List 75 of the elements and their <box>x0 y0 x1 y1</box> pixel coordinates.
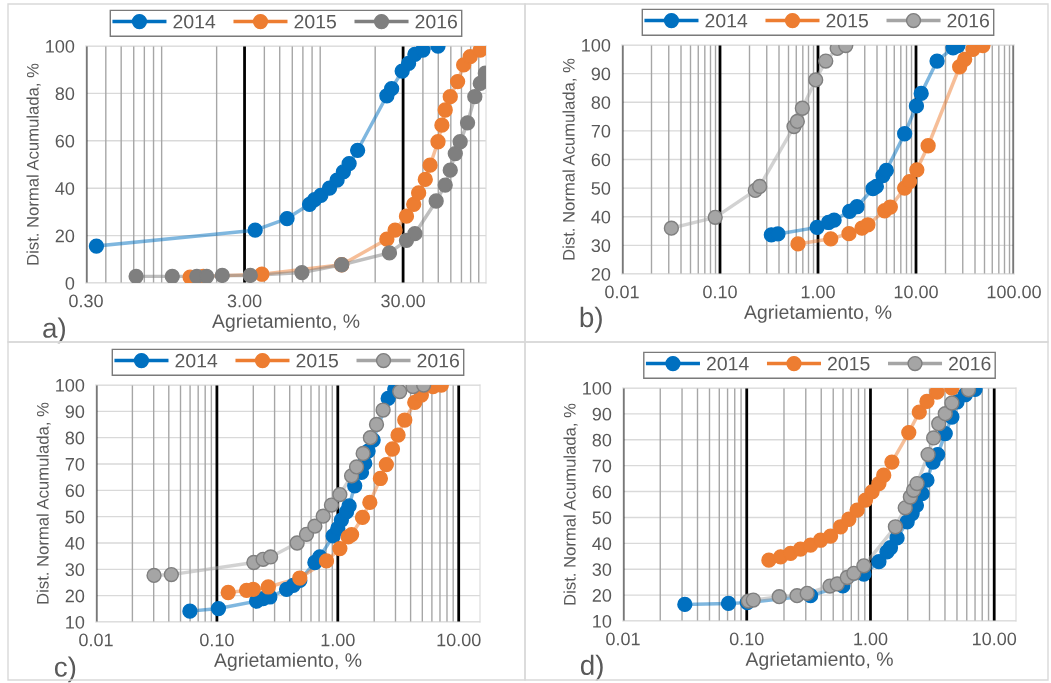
y-tick-label: 30 <box>65 563 85 577</box>
x-tick-label: 0.30 <box>69 294 103 308</box>
text: c) <box>54 656 76 683</box>
text: b) <box>580 306 602 333</box>
legend-label: 2016 <box>949 356 991 371</box>
y-axis-title: Dist. Normal Acumulada, % <box>26 63 41 265</box>
y-axis-title: Dist. Normal Acumulada, % <box>562 58 577 260</box>
y-tick-label: 40 <box>55 182 75 195</box>
legend-label: 2015 <box>294 14 336 29</box>
x-tick-label: 10.00 <box>894 285 938 299</box>
legend-label: 2015 <box>828 356 870 371</box>
y-tick-label: 40 <box>591 210 611 224</box>
y-tick-label: 20 <box>591 267 611 281</box>
y-tick-label: 20 <box>65 589 85 603</box>
y-tick-label: 30 <box>592 563 612 576</box>
y-tick-label: 30 <box>591 239 611 253</box>
y-tick-label: 50 <box>592 511 612 525</box>
y-tick-label: 90 <box>591 67 611 81</box>
x-tick-label: 10.00 <box>437 633 481 647</box>
y-tick-label: 100 <box>46 39 75 53</box>
y-tick-label: 20 <box>592 589 612 602</box>
y-tick-label: 50 <box>65 510 85 524</box>
y-tick-label: 60 <box>55 134 75 148</box>
legend-label: 2014 <box>706 356 749 371</box>
y-tick-label: 60 <box>592 485 612 499</box>
legend-label: 2014 <box>175 353 218 368</box>
text: d) <box>580 654 603 681</box>
y-tick-label: 80 <box>55 87 75 101</box>
y-tick-label: 70 <box>65 457 85 471</box>
x-tick-label: 1.00 <box>854 632 888 646</box>
legend-label: 2014 <box>705 13 748 28</box>
x-tick-label: 100.00 <box>987 285 1041 299</box>
x-tick-label: 0.10 <box>200 633 234 647</box>
y-tick-label: 50 <box>591 182 611 195</box>
text: a) <box>43 317 65 344</box>
x-tick-label: 0.10 <box>703 285 737 299</box>
y-axis-title: Dist. Normal Acumulada, % <box>36 402 51 604</box>
x-axis-title: Agrietamiento, % <box>212 313 360 332</box>
x-tick-label: 30.00 <box>381 294 425 308</box>
y-tick-label: 100 <box>583 381 612 395</box>
legend-label: 2016 <box>417 353 459 368</box>
y-tick-label: 90 <box>65 405 85 419</box>
legend-label: 2016 <box>947 13 989 28</box>
legend-label: 2015 <box>296 353 338 368</box>
y-tick-label: 20 <box>55 229 75 243</box>
y-tick-label: 100 <box>56 378 85 392</box>
y-tick-label: 80 <box>591 96 611 109</box>
legend-label: 2014 <box>173 14 216 29</box>
y-tick-label: 10 <box>593 614 612 628</box>
y-tick-label: 70 <box>592 459 612 473</box>
y-tick-label: 70 <box>591 124 611 138</box>
y-tick-label: 60 <box>591 153 611 167</box>
y-axis-title: Dist. Normal Acumulada, % <box>563 403 578 605</box>
legend-label: 2015 <box>826 13 868 28</box>
y-tick-label: 90 <box>592 407 612 421</box>
x-axis-title: Agrietamiento, % <box>214 652 362 671</box>
y-tick-label: 60 <box>65 484 85 498</box>
y-tick-label: 80 <box>65 431 85 445</box>
x-axis-title: Agrietamiento, % <box>745 651 893 670</box>
x-tick-label: 1.00 <box>801 285 835 299</box>
x-tick-label: 10.00 <box>973 632 1017 646</box>
x-tick-label: 0.01 <box>79 633 113 647</box>
y-tick-label: 0 <box>65 276 75 290</box>
x-tick-label: 1.00 <box>321 633 355 647</box>
y-tick-label: 100 <box>582 38 611 52</box>
x-axis-title: Agrietamiento, % <box>744 304 892 323</box>
y-tick-label: 10 <box>66 615 85 629</box>
x-tick-label: 0.01 <box>606 632 640 646</box>
x-tick-label: 3.00 <box>227 294 262 308</box>
y-tick-label: 80 <box>592 433 612 447</box>
y-tick-label: 40 <box>65 536 85 550</box>
legend-label: 2016 <box>415 14 457 29</box>
y-tick-label: 40 <box>592 537 612 551</box>
x-tick-label: 0.01 <box>605 285 639 299</box>
x-tick-label: 0.10 <box>729 632 764 646</box>
